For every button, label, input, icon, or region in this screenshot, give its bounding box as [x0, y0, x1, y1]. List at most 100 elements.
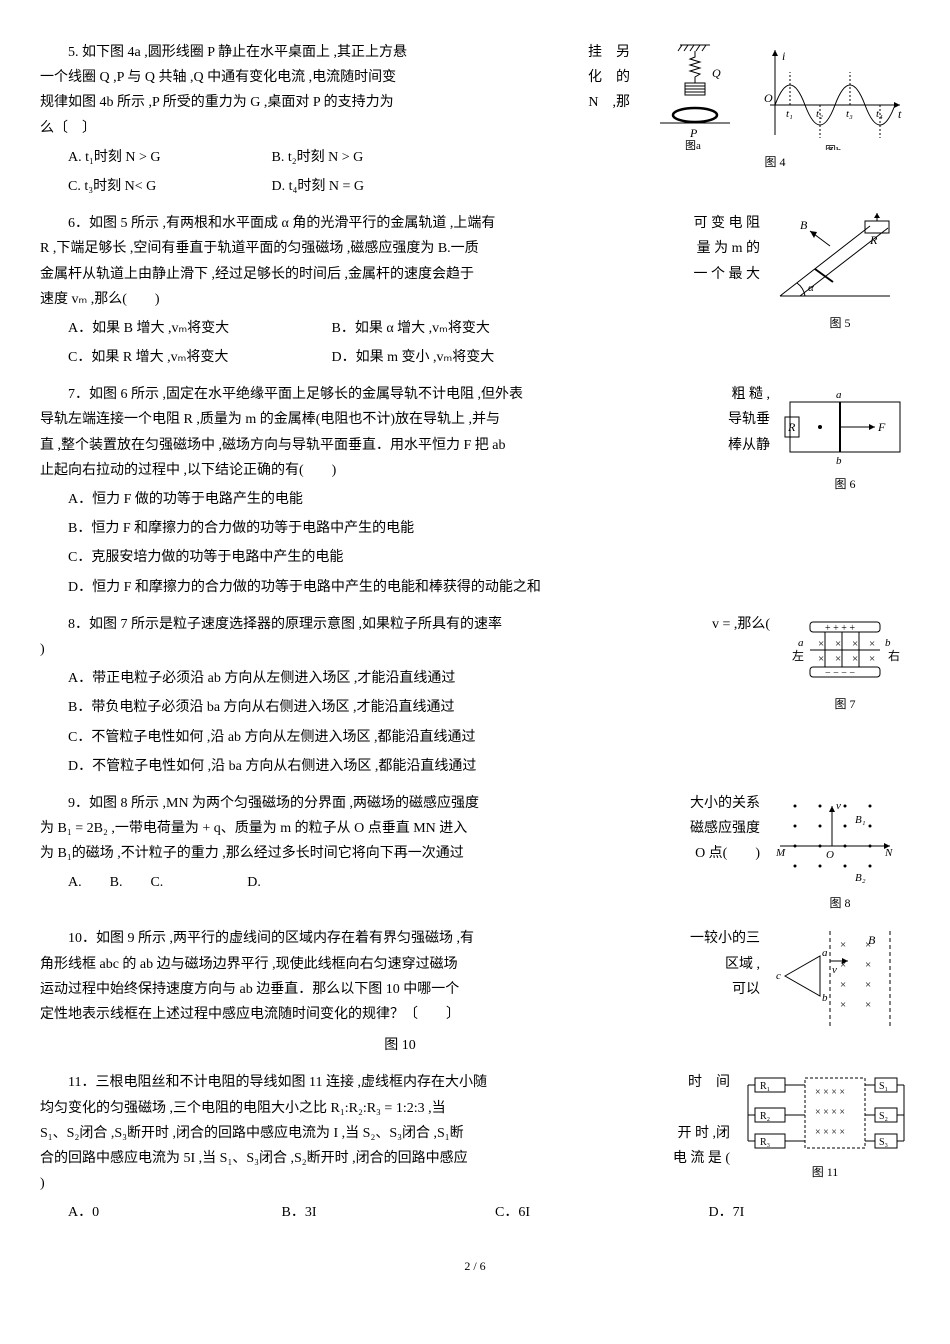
question-8: + + + + − − − − ×××× ×××× a b 左 右 图 7 8．…: [40, 612, 910, 779]
svg-text:R: R: [787, 420, 796, 434]
figure-11-caption: 图 11: [740, 1162, 910, 1184]
question-6: R α B 图 5 6．如图 5 所示 ,有两根和水平面成 α 角的光滑平行的金…: [40, 211, 910, 370]
figure-9: ×× ×× ×× ×× a b c v B: [770, 926, 910, 1036]
svg-text:− − − −: − − − −: [825, 668, 855, 679]
svg-text:α: α: [808, 282, 814, 294]
svg-text:O: O: [764, 91, 773, 105]
figure-7: + + + + − − − − × × × × × × × × a b 左 右 图 7: [780, 612, 910, 716]
svg-text:v: v: [836, 800, 841, 812]
svg-text:× × × ×: × × × ×: [815, 1087, 845, 1098]
q6-opt-a: A．如果 B 增大 ,vₘ将变大: [68, 316, 328, 341]
svg-text:N: N: [884, 847, 893, 859]
svg-text:B: B: [800, 218, 808, 232]
svg-text:B₂: B₂: [855, 872, 866, 884]
svg-text:×: ×: [852, 653, 858, 665]
svg-text:图b: 图b: [825, 144, 842, 150]
figure-7-svg: + + + + − − − − × × × × × × × × a b 左 右: [780, 612, 910, 692]
figure-5: R α B 图 5: [770, 211, 910, 335]
svg-text:×: ×: [818, 638, 824, 650]
figure-6: R a b F 图 6: [780, 382, 910, 496]
svg-text:S₁: S₁: [879, 1081, 888, 1092]
q5-opt-a: A. t₁时刻 N > G: [68, 145, 268, 170]
q8-opt-c: C．不管粒子电性如何 ,沿 ab 方向从左侧进入场区 ,都能沿直线通过: [68, 725, 910, 750]
svg-text:B: B: [868, 933, 876, 947]
svg-text:v: v: [832, 964, 837, 976]
svg-text:×: ×: [865, 979, 871, 991]
svg-text:b: b: [836, 455, 842, 467]
svg-text:×: ×: [865, 999, 871, 1011]
question-11: × × × × × × × × × × × × R₁ R₂ R₃ S₁ S₂ S…: [40, 1070, 910, 1225]
svg-text:S₂: S₂: [879, 1111, 888, 1122]
svg-text:×: ×: [840, 999, 846, 1011]
svg-text:a: a: [798, 637, 804, 649]
svg-text:×: ×: [818, 653, 824, 665]
svg-text:左: 左: [792, 648, 804, 663]
q5-opt-b: B. t₂时刻 N > G: [272, 145, 364, 170]
figure-5-svg: R α B: [770, 211, 910, 311]
figure-4-caption: 图 4: [640, 152, 910, 174]
svg-text:+ + + +: + + + +: [825, 623, 855, 634]
svg-text:t₄: t₄: [876, 108, 883, 120]
q6-opt-d: D．如果 m 变小 ,vₘ将变大: [332, 345, 495, 370]
figure-8: v B₁ B₂ M N O 图 8: [770, 791, 910, 915]
svg-text:×: ×: [840, 939, 846, 951]
svg-text:a: a: [836, 389, 842, 401]
question-9: v B₁ B₂ M N O 图 8 9．如图 8 所示 ,MN 为两个匀强磁场的…: [40, 791, 910, 915]
svg-text:c: c: [776, 970, 781, 982]
q5-options-row2: C. t₃时刻 N< G D. t₄时刻 N = G: [68, 174, 910, 199]
q11-opt-a: A．0: [68, 1200, 218, 1225]
figure-9-svg: ×× ×× ×× ×× a b c v B: [770, 926, 910, 1036]
figure-10-caption: 图 10: [40, 1033, 910, 1058]
svg-text:a: a: [822, 947, 828, 959]
svg-text:i: i: [782, 49, 785, 63]
figure-8-svg: v B₁ B₂ M N O: [770, 791, 910, 891]
q6-opt-c: C．如果 R 增大 ,vₘ将变大: [68, 345, 328, 370]
figure-7-caption: 图 7: [780, 694, 910, 716]
figure-6-caption: 图 6: [780, 474, 910, 496]
svg-text:P: P: [689, 126, 698, 140]
figure-6-svg: R a b F: [780, 382, 910, 472]
svg-text:Q: Q: [712, 66, 721, 80]
q5-opt-d: D. t₄时刻 N = G: [272, 174, 365, 199]
svg-text:× × × ×: × × × ×: [815, 1127, 845, 1138]
svg-text:R₂: R₂: [760, 1111, 770, 1122]
svg-text:M: M: [775, 847, 786, 859]
svg-text:B₁: B₁: [855, 814, 866, 826]
svg-text:S₃: S₃: [879, 1137, 888, 1148]
figure-4: Q P 图a i O t: [640, 40, 910, 174]
page-number: 2 / 6: [40, 1256, 910, 1278]
q6-options-row2: C．如果 R 增大 ,vₘ将变大 D．如果 m 变小 ,vₘ将变大: [68, 345, 910, 370]
svg-text:O: O: [826, 849, 834, 861]
figure-5-caption: 图 5: [770, 313, 910, 335]
svg-text:×: ×: [852, 638, 858, 650]
svg-text:×: ×: [835, 638, 841, 650]
svg-text:图a: 图a: [685, 139, 701, 150]
q11-options: A．0 B．3I C．6I D．7I: [68, 1200, 910, 1225]
svg-text:R₃: R₃: [760, 1137, 770, 1148]
svg-text:×: ×: [869, 653, 875, 665]
svg-text:b: b: [885, 637, 891, 649]
svg-text:R₁: R₁: [760, 1081, 770, 1092]
figure-11-svg: × × × × × × × × × × × × R₁ R₂ R₃ S₁ S₂ S…: [740, 1070, 910, 1160]
svg-text:×: ×: [835, 653, 841, 665]
question-5: Q P 图a i O t: [40, 40, 910, 199]
question-10: ×× ×× ×× ×× a b c v B 10．如图 9 所示 ,两平行的虚线…: [40, 926, 910, 1058]
q11-opt-d: D．7I: [709, 1200, 745, 1225]
svg-text:t₁: t₁: [786, 108, 793, 120]
svg-text:t₃: t₃: [846, 108, 853, 120]
q8-opt-d: D．不管粒子电性如何 ,沿 ba 方向从右侧进入场区 ,都能沿直线通过: [68, 754, 910, 779]
q6-opt-b: B．如果 α 增大 ,vₘ将变大: [332, 316, 490, 341]
q7-opt-b: B．恒力 F 和摩擦力的合力做的功等于电路中产生的电能: [68, 516, 910, 541]
svg-text:t: t: [898, 107, 902, 121]
svg-text:右: 右: [888, 648, 900, 663]
q11-opt-b: B．3I: [282, 1200, 432, 1225]
figure-8-caption: 图 8: [770, 893, 910, 915]
svg-text:b: b: [822, 992, 828, 1004]
svg-text:×: ×: [840, 979, 846, 991]
q7-opt-c: C．克服安培力做的功等于电路中产生的电能: [68, 545, 910, 570]
svg-text:×: ×: [869, 638, 875, 650]
q7-opt-d: D．恒力 F 和摩擦力的合力做的功等于电路中产生的电能和棒获得的动能之和: [68, 575, 910, 600]
svg-text:R: R: [869, 233, 878, 247]
figure-11: × × × × × × × × × × × × R₁ R₂ R₃ S₁ S₂ S…: [740, 1070, 910, 1184]
svg-text:t₂: t₂: [816, 108, 823, 120]
